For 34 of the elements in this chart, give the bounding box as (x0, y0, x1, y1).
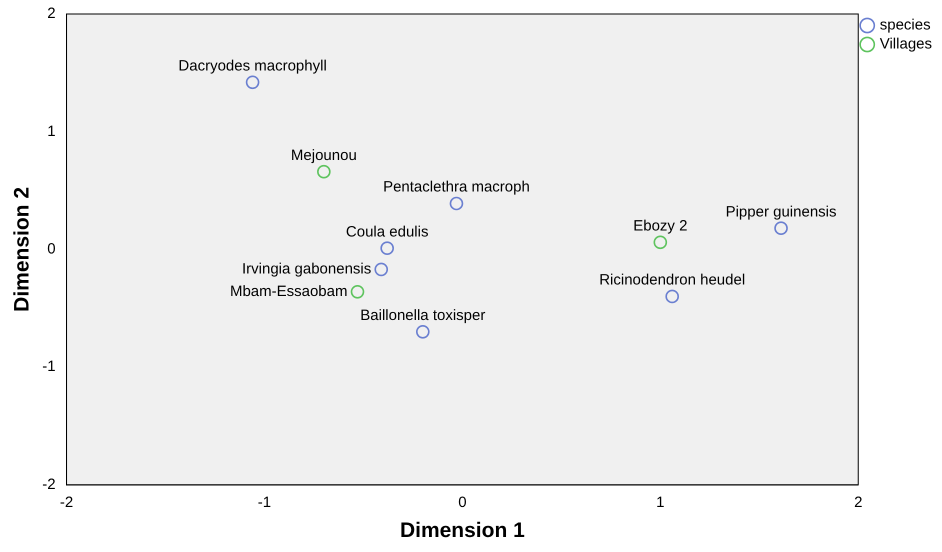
point (665, 290, 679, 304)
x-tick-label: 1 (656, 494, 664, 511)
x-axis-title: Dimension 1 (400, 519, 526, 542)
annotation: Mbam-Essaobam (230, 282, 348, 300)
y-tick-label: -2 (42, 476, 56, 493)
annotation: Pentaclethra macroph (383, 178, 530, 196)
point (380, 241, 394, 256)
x-tick-label: 2 (854, 494, 862, 511)
y-axis-title: Dimension 2 (10, 186, 34, 312)
x-tick-label: -1 (258, 494, 272, 511)
point (350, 284, 364, 299)
annotation: Irvingia gabonensis (242, 260, 372, 278)
annotation: Mejounou (290, 146, 357, 164)
y-tick-label: 1 (47, 122, 56, 140)
point (774, 221, 788, 236)
x-tick-label: -2 (60, 494, 74, 511)
x-tick-label: 0 (458, 494, 467, 511)
annotation: Baillonella toxisper (360, 306, 486, 324)
point (246, 75, 260, 90)
point (374, 262, 388, 276)
annotation: Dacryodes macrophyll (178, 57, 327, 74)
point (416, 324, 430, 339)
legend-label: species (880, 16, 931, 34)
y-tick-label: -1 (42, 358, 56, 376)
point (654, 236, 668, 250)
annotation: Ricinodendron heudel (599, 272, 746, 289)
annotation: Pipper guinensis (726, 203, 837, 220)
y-tick-label: 2 (47, 5, 56, 22)
point (450, 196, 464, 210)
point (317, 164, 331, 179)
annotation: Coula edulis (346, 223, 428, 240)
legend-label: Villages (880, 36, 932, 53)
y-tick-label: 0 (47, 240, 56, 258)
annotation: Ebozy 2 (633, 217, 688, 234)
